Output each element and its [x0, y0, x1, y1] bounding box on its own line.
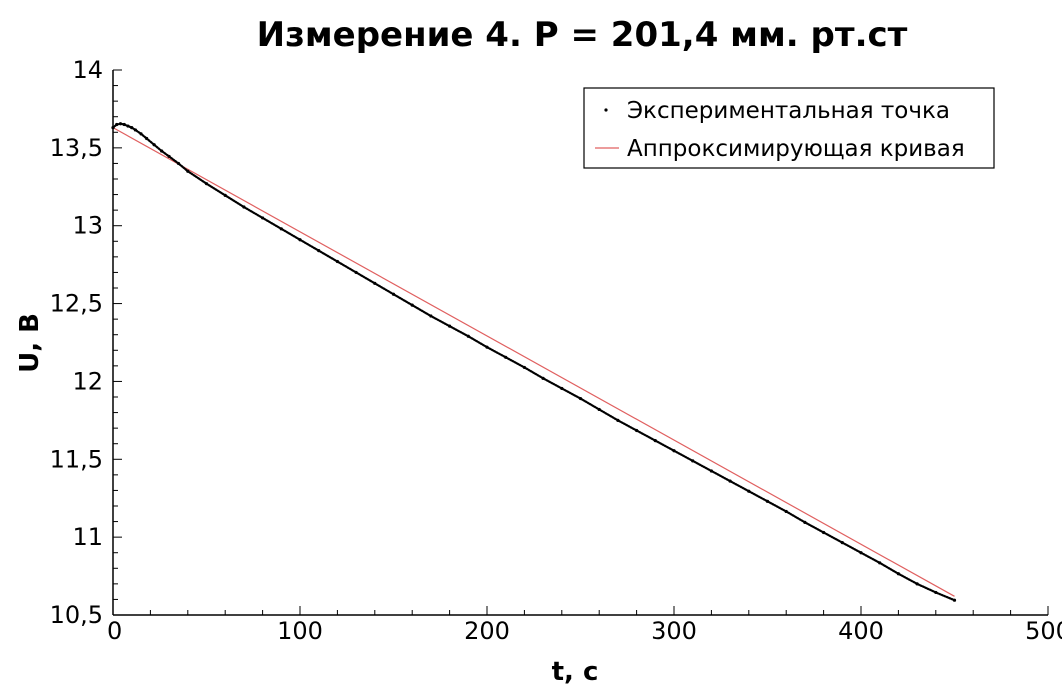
y-tick-label: 12,5: [50, 290, 103, 318]
data-point: [840, 540, 844, 545]
y-tick-label: 11,5: [50, 445, 103, 473]
data-point: [504, 355, 508, 359]
data-point: [466, 334, 470, 338]
legend-marker-points: [604, 108, 608, 112]
data-point: [709, 469, 714, 473]
data-point: [859, 551, 863, 555]
data-point: [410, 303, 414, 307]
data-point: [373, 281, 377, 285]
data-point: [896, 572, 901, 576]
data-point: [803, 520, 807, 524]
data-point: [672, 449, 676, 453]
legend-label-points: Экспериментальная точка: [627, 98, 950, 124]
data-point: [279, 227, 283, 231]
data-point: [223, 193, 227, 197]
data-point: [261, 216, 265, 220]
data-point: [578, 396, 583, 401]
data-point: [354, 270, 358, 275]
y-tick-label: 13,5: [50, 134, 103, 162]
data-point: [616, 418, 620, 422]
x-tick-label: 0: [107, 617, 122, 645]
data-point: [448, 324, 452, 328]
chart-title: Измерение 4. P = 201,4 мм. рт.ст: [257, 15, 908, 55]
data-point: [429, 314, 433, 318]
data-point: [653, 439, 657, 443]
y-tick-label: 14: [72, 56, 103, 84]
data-point: [522, 365, 527, 370]
fit-line: [112, 127, 955, 597]
data-point: [335, 259, 339, 264]
data-point: [485, 345, 489, 349]
y-tick-label: 13: [72, 212, 103, 240]
data-point: [952, 598, 957, 602]
y-tick-label: 10,5: [50, 601, 103, 629]
x-axis-ticks: 0 100 200 300 400 500: [107, 606, 1062, 645]
data-point: [728, 479, 732, 483]
y-axis-ticks: 10,5 11 11,5 12 12,5 13 13,5 14: [50, 56, 122, 629]
data-point: [145, 136, 149, 141]
data-point: [152, 143, 156, 147]
data-point: [167, 154, 171, 159]
data-point: [691, 459, 695, 463]
data-point: [317, 249, 321, 253]
data-point: [391, 292, 396, 296]
data-point: [160, 149, 164, 153]
x-axis-label: t, с: [552, 657, 599, 687]
data-point: [747, 489, 751, 493]
data-point: [242, 205, 246, 209]
data-point: [122, 122, 126, 127]
data-point: [133, 128, 138, 132]
data-point: [560, 386, 564, 391]
legend-label-line: Аппроксимирующая кривая: [627, 136, 965, 162]
data-point: [541, 376, 545, 380]
x-tick-label: 400: [838, 617, 884, 645]
data-point: [635, 428, 639, 433]
data-point: [822, 530, 826, 535]
x-tick-label: 300: [651, 617, 697, 645]
data-point: [186, 169, 190, 173]
y-tick-label: 11: [72, 523, 103, 551]
legend-box: [583, 87, 995, 169]
data-point: [765, 499, 770, 503]
data-point: [176, 161, 181, 166]
data-point: [784, 509, 788, 514]
data-point: [298, 238, 302, 242]
data-point: [126, 124, 130, 128]
plot-frame: [112, 70, 1048, 616]
data-point: [130, 126, 134, 130]
data-point: [878, 561, 882, 565]
series-layer: [111, 122, 957, 602]
y-axis-label: U, В: [15, 313, 45, 373]
data-point: [118, 122, 123, 126]
y-tick-label: 12: [72, 367, 103, 395]
data-point: [111, 126, 115, 130]
x-tick-label: 100: [277, 617, 323, 645]
x-tick-label: 200: [464, 617, 510, 645]
legend: Экспериментальная точка Аппроксимирующая…: [583, 87, 995, 169]
data-point: [934, 590, 938, 595]
data-point: [115, 122, 119, 127]
data-point: [597, 407, 601, 412]
data-point: [204, 182, 209, 186]
x-tick-label: 500: [1025, 617, 1062, 645]
data-point: [915, 582, 919, 586]
data-point: [139, 132, 143, 136]
